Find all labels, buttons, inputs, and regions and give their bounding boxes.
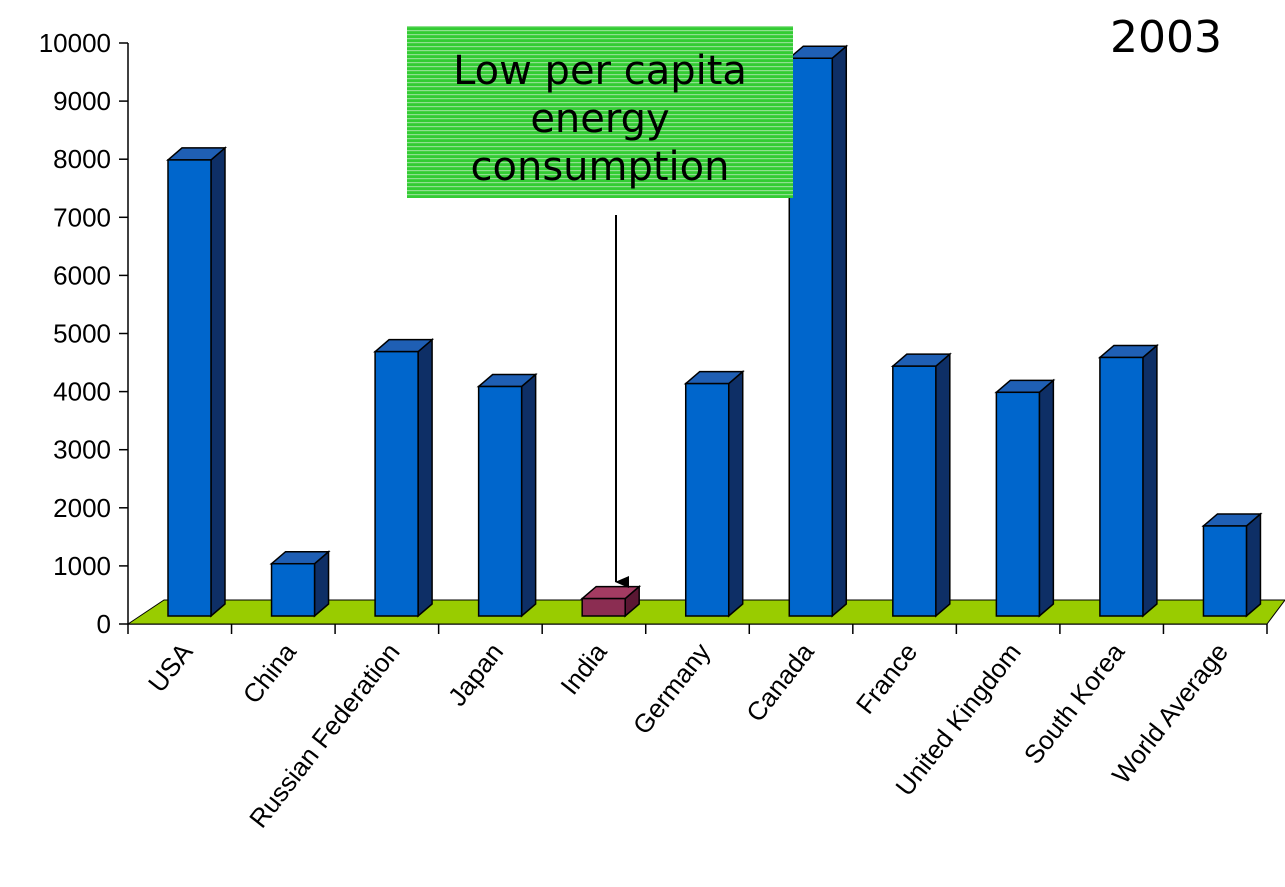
bar-side-russian-federation [417,338,433,618]
y-tick-label-2000: 2000 [53,493,111,523]
y-tick-label-0: 0 [97,609,111,639]
bar-south-korea [1097,343,1159,618]
bar-side-japan [520,372,537,618]
y-tick-label-4000: 4000 [53,377,111,407]
bar-front-china [270,562,316,617]
annotation-box [407,26,793,198]
y-tick-label-1000: 1000 [53,551,111,581]
bars [165,44,1263,618]
bar-usa [165,146,228,618]
x-tick-label-germany: Germany [627,637,716,740]
bar-side-germany [727,369,744,618]
annotation-line-1: Low per capita [453,48,747,94]
bar-canada [787,44,849,618]
annotation-line-2: energy [530,96,669,142]
y-tick-label-8000: 8000 [53,144,111,174]
bar-france [890,352,952,618]
x-tick-label-india: India [554,637,613,700]
annotation-line-3: consumption [471,144,730,190]
bar-front-germany [684,382,730,617]
bar-germany [683,369,745,618]
bar-india [580,584,642,618]
bar-front-japan [477,385,523,617]
bar-side-south-korea [1142,343,1158,618]
bar-side-canada [831,44,848,618]
y-tick-label-9000: 9000 [53,86,111,116]
x-tick-label-france: France [850,637,923,719]
bar-front-usa [167,159,212,617]
bar-front-world-average [1202,525,1248,617]
y-tick-label-5000: 5000 [53,319,111,349]
bar-front-france [892,365,937,617]
bar-side-usa [210,146,226,618]
bar-world-average [1201,512,1263,618]
x-tick-label-china: China [237,637,303,709]
y-tick-label-7000: 7000 [53,202,111,232]
bar-front-india [581,597,626,617]
bar-russian-federation [373,338,435,618]
x-tick-label-south-korea: South Korea [1018,637,1131,770]
bar-front-russian-federation [374,350,419,617]
x-tick-label-usa: USA [142,637,199,698]
bar-united-kingdom [994,378,1056,618]
bar-front-south-korea [1099,356,1144,617]
bar-japan [476,372,538,618]
bar-china [269,550,331,618]
bar-side-world-average [1245,512,1262,618]
bar-front-united-kingdom [995,391,1041,617]
annotation-callout: Low per capita energy consumption [407,26,793,588]
y-tick-label-10000: 10000 [39,28,111,58]
bar-front-canada [788,57,834,617]
bar-side-france [935,352,951,618]
y-tick-label-3000: 3000 [53,435,111,465]
x-tick-label-japan: Japan [442,637,509,711]
y-tick-label-6000: 6000 [53,260,111,290]
x-tick-label-canada: Canada [740,637,820,728]
bar-side-united-kingdom [1038,378,1055,618]
year-label: 2003 [1110,12,1222,63]
y-tick-labels: 0 1000 2000 3000 4000 5000 6000 7000 8000 9000 100… [39,28,111,639]
